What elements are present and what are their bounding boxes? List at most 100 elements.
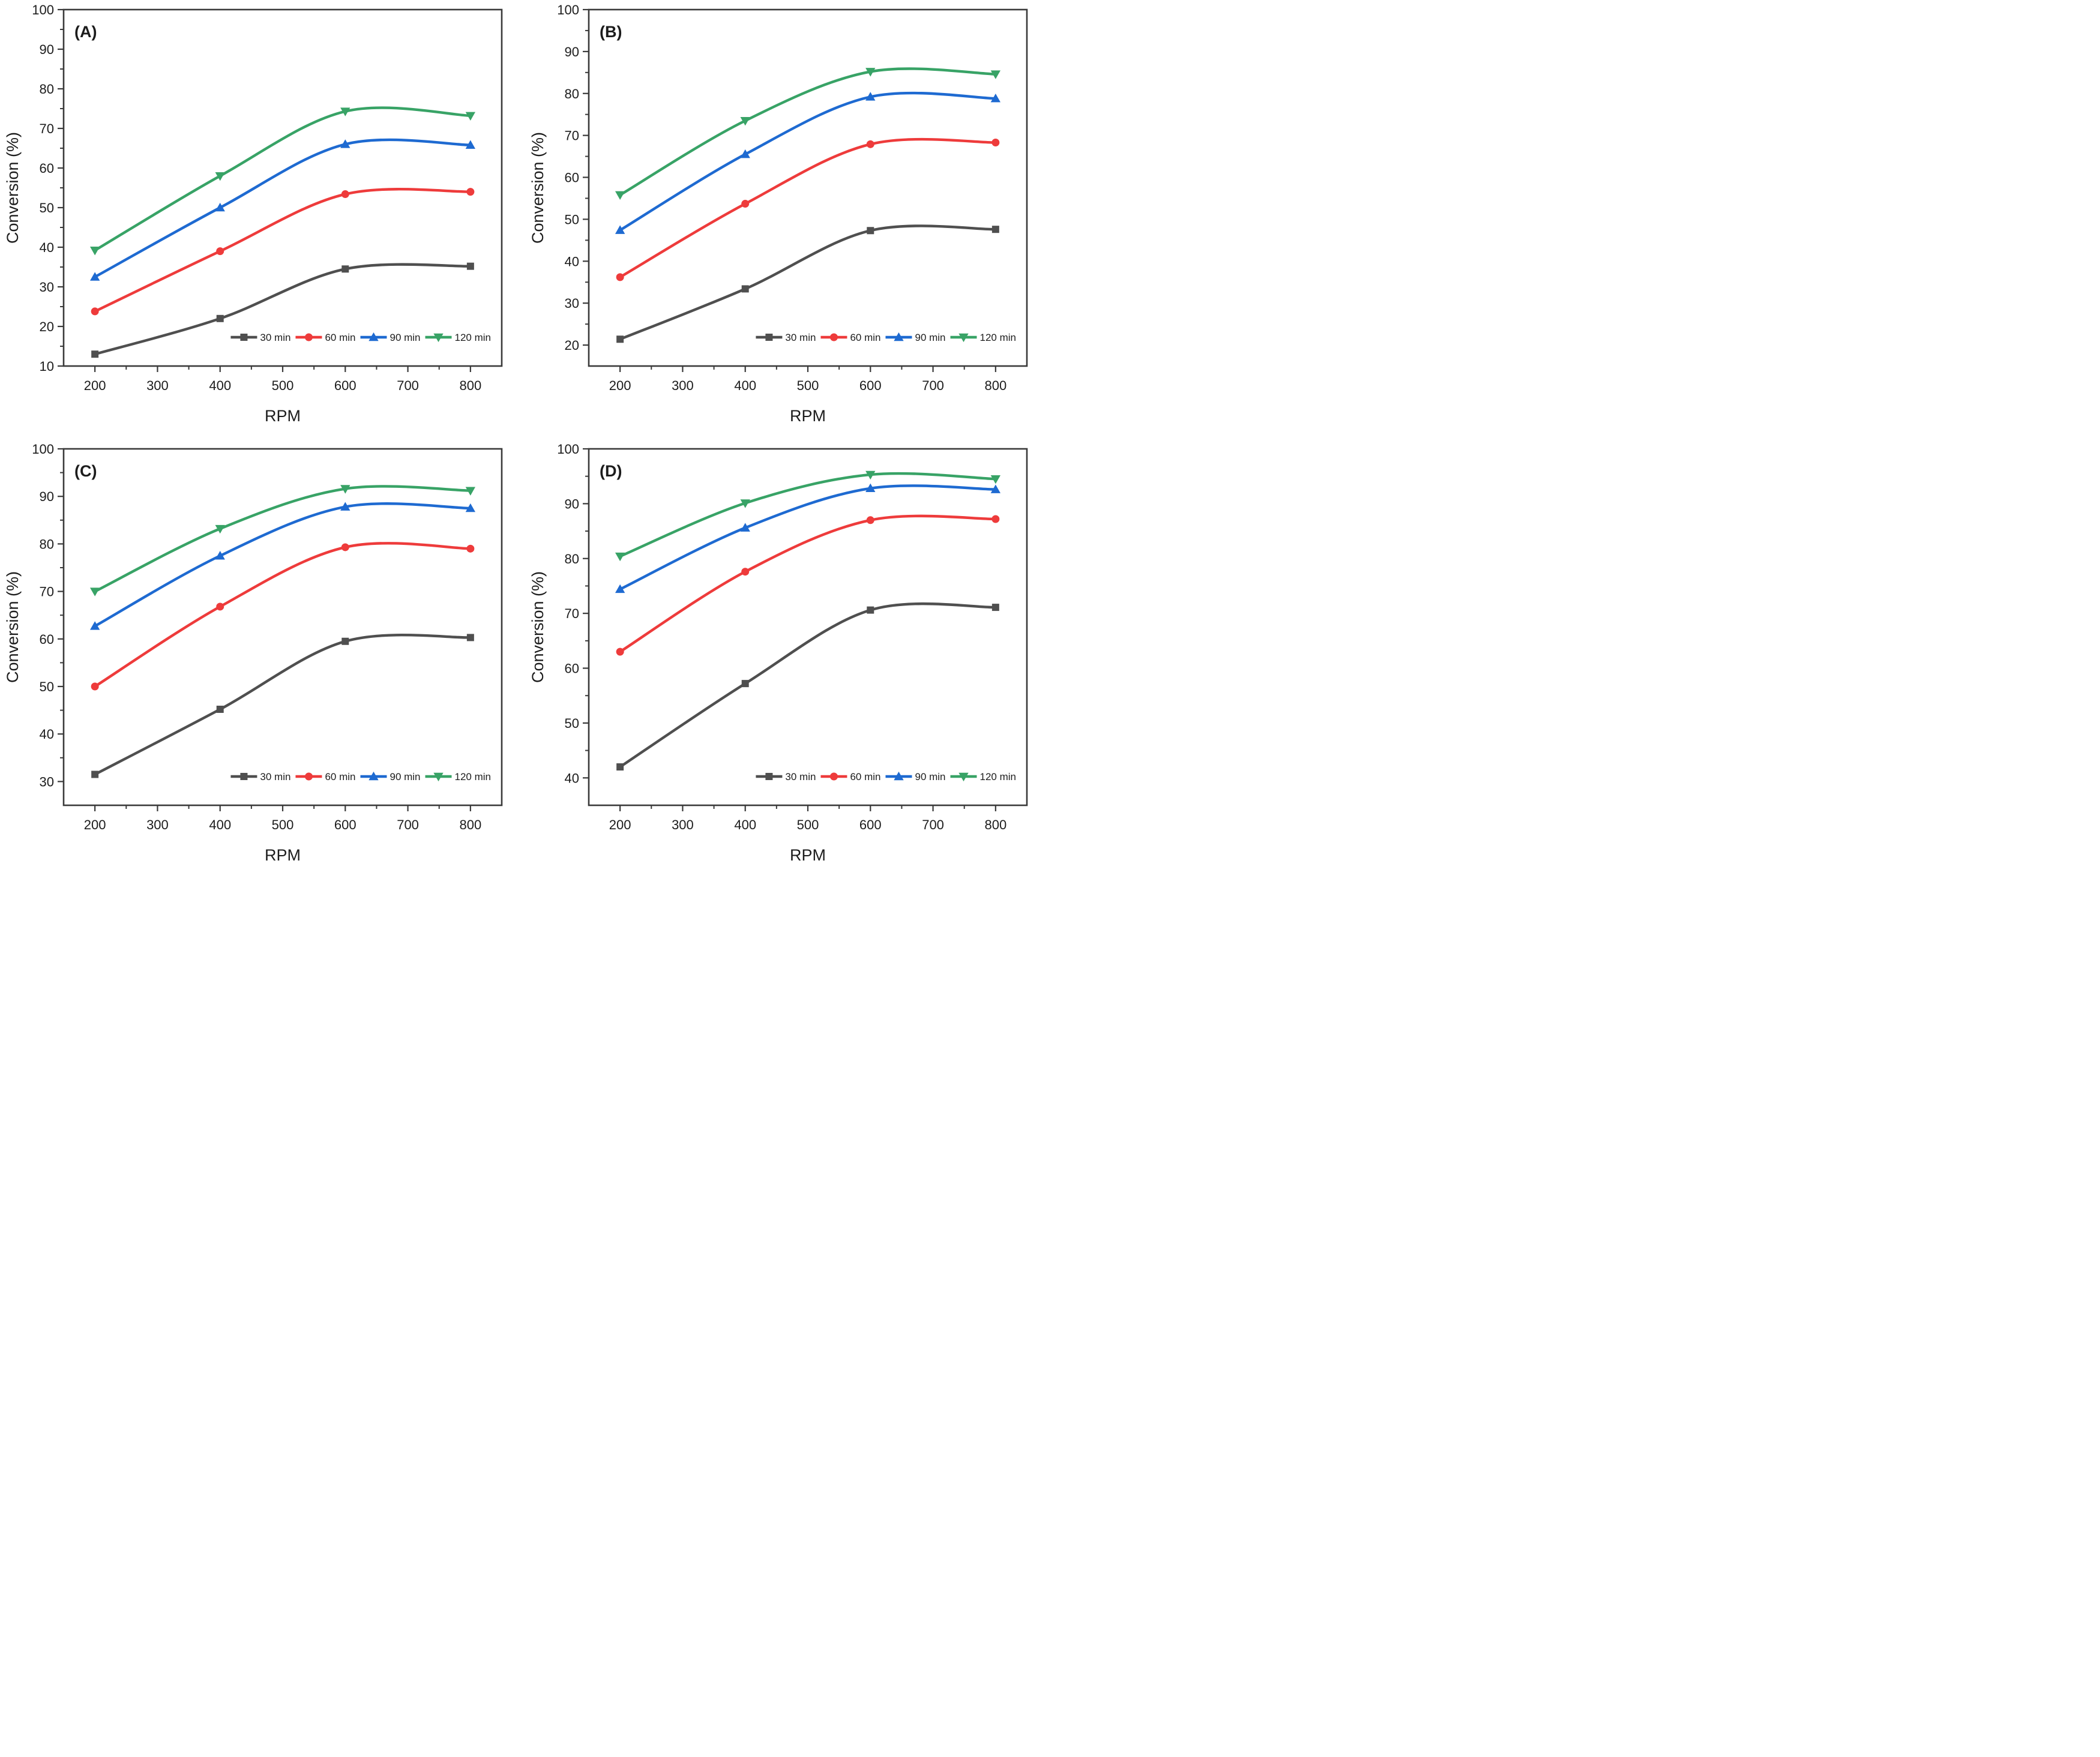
panel-label: (C): [74, 462, 97, 480]
legend-marker-60-min: [304, 333, 313, 341]
chart-D: 200 300 400 500 600 700 800 40 50 60 70 80 90 100 RPM C…: [529, 442, 1028, 864]
x-tick-label: 400: [734, 817, 756, 832]
x-tick-label: 300: [672, 378, 694, 393]
legend-item-120-min: 120 min: [425, 771, 491, 782]
legend-item-120-min: 120 min: [950, 332, 1016, 343]
x-tick-label: 500: [797, 817, 819, 832]
marker-30-min: [341, 637, 349, 645]
marker-90-min: [990, 93, 1001, 103]
y-tick-label: 60: [565, 661, 579, 676]
panel-B: 200 300 400 500 600 700 800 20 30 40 50 60 70 80 90 100…: [525, 0, 1050, 439]
y-tick-label: 50: [40, 679, 54, 694]
marker-120-min: [990, 70, 1001, 79]
x-axis-label: RPM: [790, 846, 826, 864]
marker-30-min: [341, 265, 349, 273]
legend-item-120-min: 120 min: [950, 771, 1016, 782]
legend-item-30-min: 30 min: [230, 332, 290, 343]
marker-30-min: [466, 634, 474, 641]
legend-marker-30-min: [240, 334, 248, 341]
x-tick-label: 800: [459, 817, 481, 832]
chart-B: 200 300 400 500 600 700 800 20 30 40 50 60 70 80 90 100…: [529, 2, 1028, 425]
marker-120-min: [740, 499, 750, 508]
plot-frame: [588, 8, 1028, 367]
series-line-120-min: [618, 472, 997, 558]
series-line-60-min: [618, 137, 997, 279]
x-tick-label: 600: [859, 378, 882, 393]
y-tick-label: 70: [40, 584, 54, 599]
x-axis-label: RPM: [265, 407, 301, 425]
x-tick-label: 400: [209, 378, 231, 393]
marker-30-min: [216, 314, 224, 322]
marker-120-min: [215, 524, 225, 534]
marker-90-min: [465, 140, 476, 149]
legend-marker-120-min: [958, 772, 969, 782]
marker-60-min: [991, 139, 1000, 147]
marker-120-min: [465, 112, 476, 121]
y-tick-label: 90: [40, 489, 54, 504]
marker-90-min: [215, 202, 225, 212]
y-tick-label: 70: [565, 606, 579, 621]
legend-label: 60 min: [850, 771, 880, 782]
legend-label: 30 min: [260, 771, 290, 782]
y-tick-label: 20: [40, 319, 54, 334]
x-tick-label: 200: [609, 817, 631, 832]
marker-120-min: [615, 191, 625, 200]
marker-30-min: [91, 770, 99, 778]
x-tick-label: 700: [397, 378, 419, 393]
marker-30-min: [216, 706, 224, 713]
y-tick-label: 50: [565, 212, 579, 227]
y-tick-label: 30: [40, 774, 54, 789]
legend: 30 min 60 min 90 min 120 min: [756, 332, 1016, 343]
marker-120-min: [865, 68, 876, 77]
plot-frame: [62, 448, 503, 806]
legend-marker-60-min: [304, 772, 313, 781]
marker-120-min: [340, 485, 351, 494]
legend-item-90-min: 90 min: [885, 771, 946, 782]
marker-120-min: [865, 470, 876, 480]
x-tick-label: 800: [984, 378, 1006, 393]
y-tick-label: 40: [565, 254, 579, 269]
marker-120-min: [740, 116, 750, 126]
y-tick-label: 40: [565, 770, 579, 785]
legend: 30 min 60 min 90 min 120 min: [756, 771, 1016, 782]
marker-90-min: [990, 484, 1001, 493]
series-line-90-min: [93, 138, 472, 278]
marker-90-min: [865, 92, 876, 101]
panel-label: (D): [600, 462, 622, 480]
marker-30-min: [466, 262, 474, 270]
y-tick-label: 70: [40, 121, 54, 136]
x-axis-label: RPM: [265, 846, 301, 864]
legend-label: 60 min: [325, 332, 355, 343]
legend-label: 90 min: [390, 771, 420, 782]
series-line-60-min: [93, 542, 472, 688]
legend-marker-90-min: [894, 771, 904, 781]
y-tick-label: 30: [40, 280, 54, 295]
x-tick-label: 500: [272, 378, 294, 393]
marker-90-min: [465, 503, 476, 512]
y-tick-label: 100: [557, 442, 579, 457]
legend-label: 120 min: [455, 332, 491, 343]
legend-item-30-min: 30 min: [756, 332, 816, 343]
y-tick-label: 60: [40, 161, 54, 176]
legend-item-90-min: 90 min: [360, 332, 421, 343]
y-tick-label: 90: [40, 42, 54, 57]
x-tick-label: 200: [84, 378, 106, 393]
legend-label: 90 min: [390, 332, 420, 343]
x-tick-label: 800: [984, 817, 1006, 832]
y-tick-label: 80: [40, 536, 54, 551]
legend-label: 90 min: [915, 771, 945, 782]
marker-30-min: [991, 226, 999, 233]
plot-frame: [62, 8, 503, 367]
marker-90-min: [340, 139, 351, 148]
y-tick-label: 40: [40, 727, 54, 742]
marker-60-min: [341, 190, 349, 199]
marker-30-min: [867, 227, 874, 235]
marker-120-min: [990, 475, 1001, 484]
y-tick-label: 60: [40, 632, 54, 647]
x-tick-label: 200: [84, 817, 106, 832]
marker-30-min: [616, 335, 624, 343]
marker-30-min: [991, 604, 999, 611]
legend-marker-120-min: [433, 333, 444, 343]
marker-30-min: [741, 680, 749, 688]
figure-grid: 200 300 400 500 600 700 800 10 20 30 40 50 60 70 80 90 1…: [0, 0, 1050, 878]
